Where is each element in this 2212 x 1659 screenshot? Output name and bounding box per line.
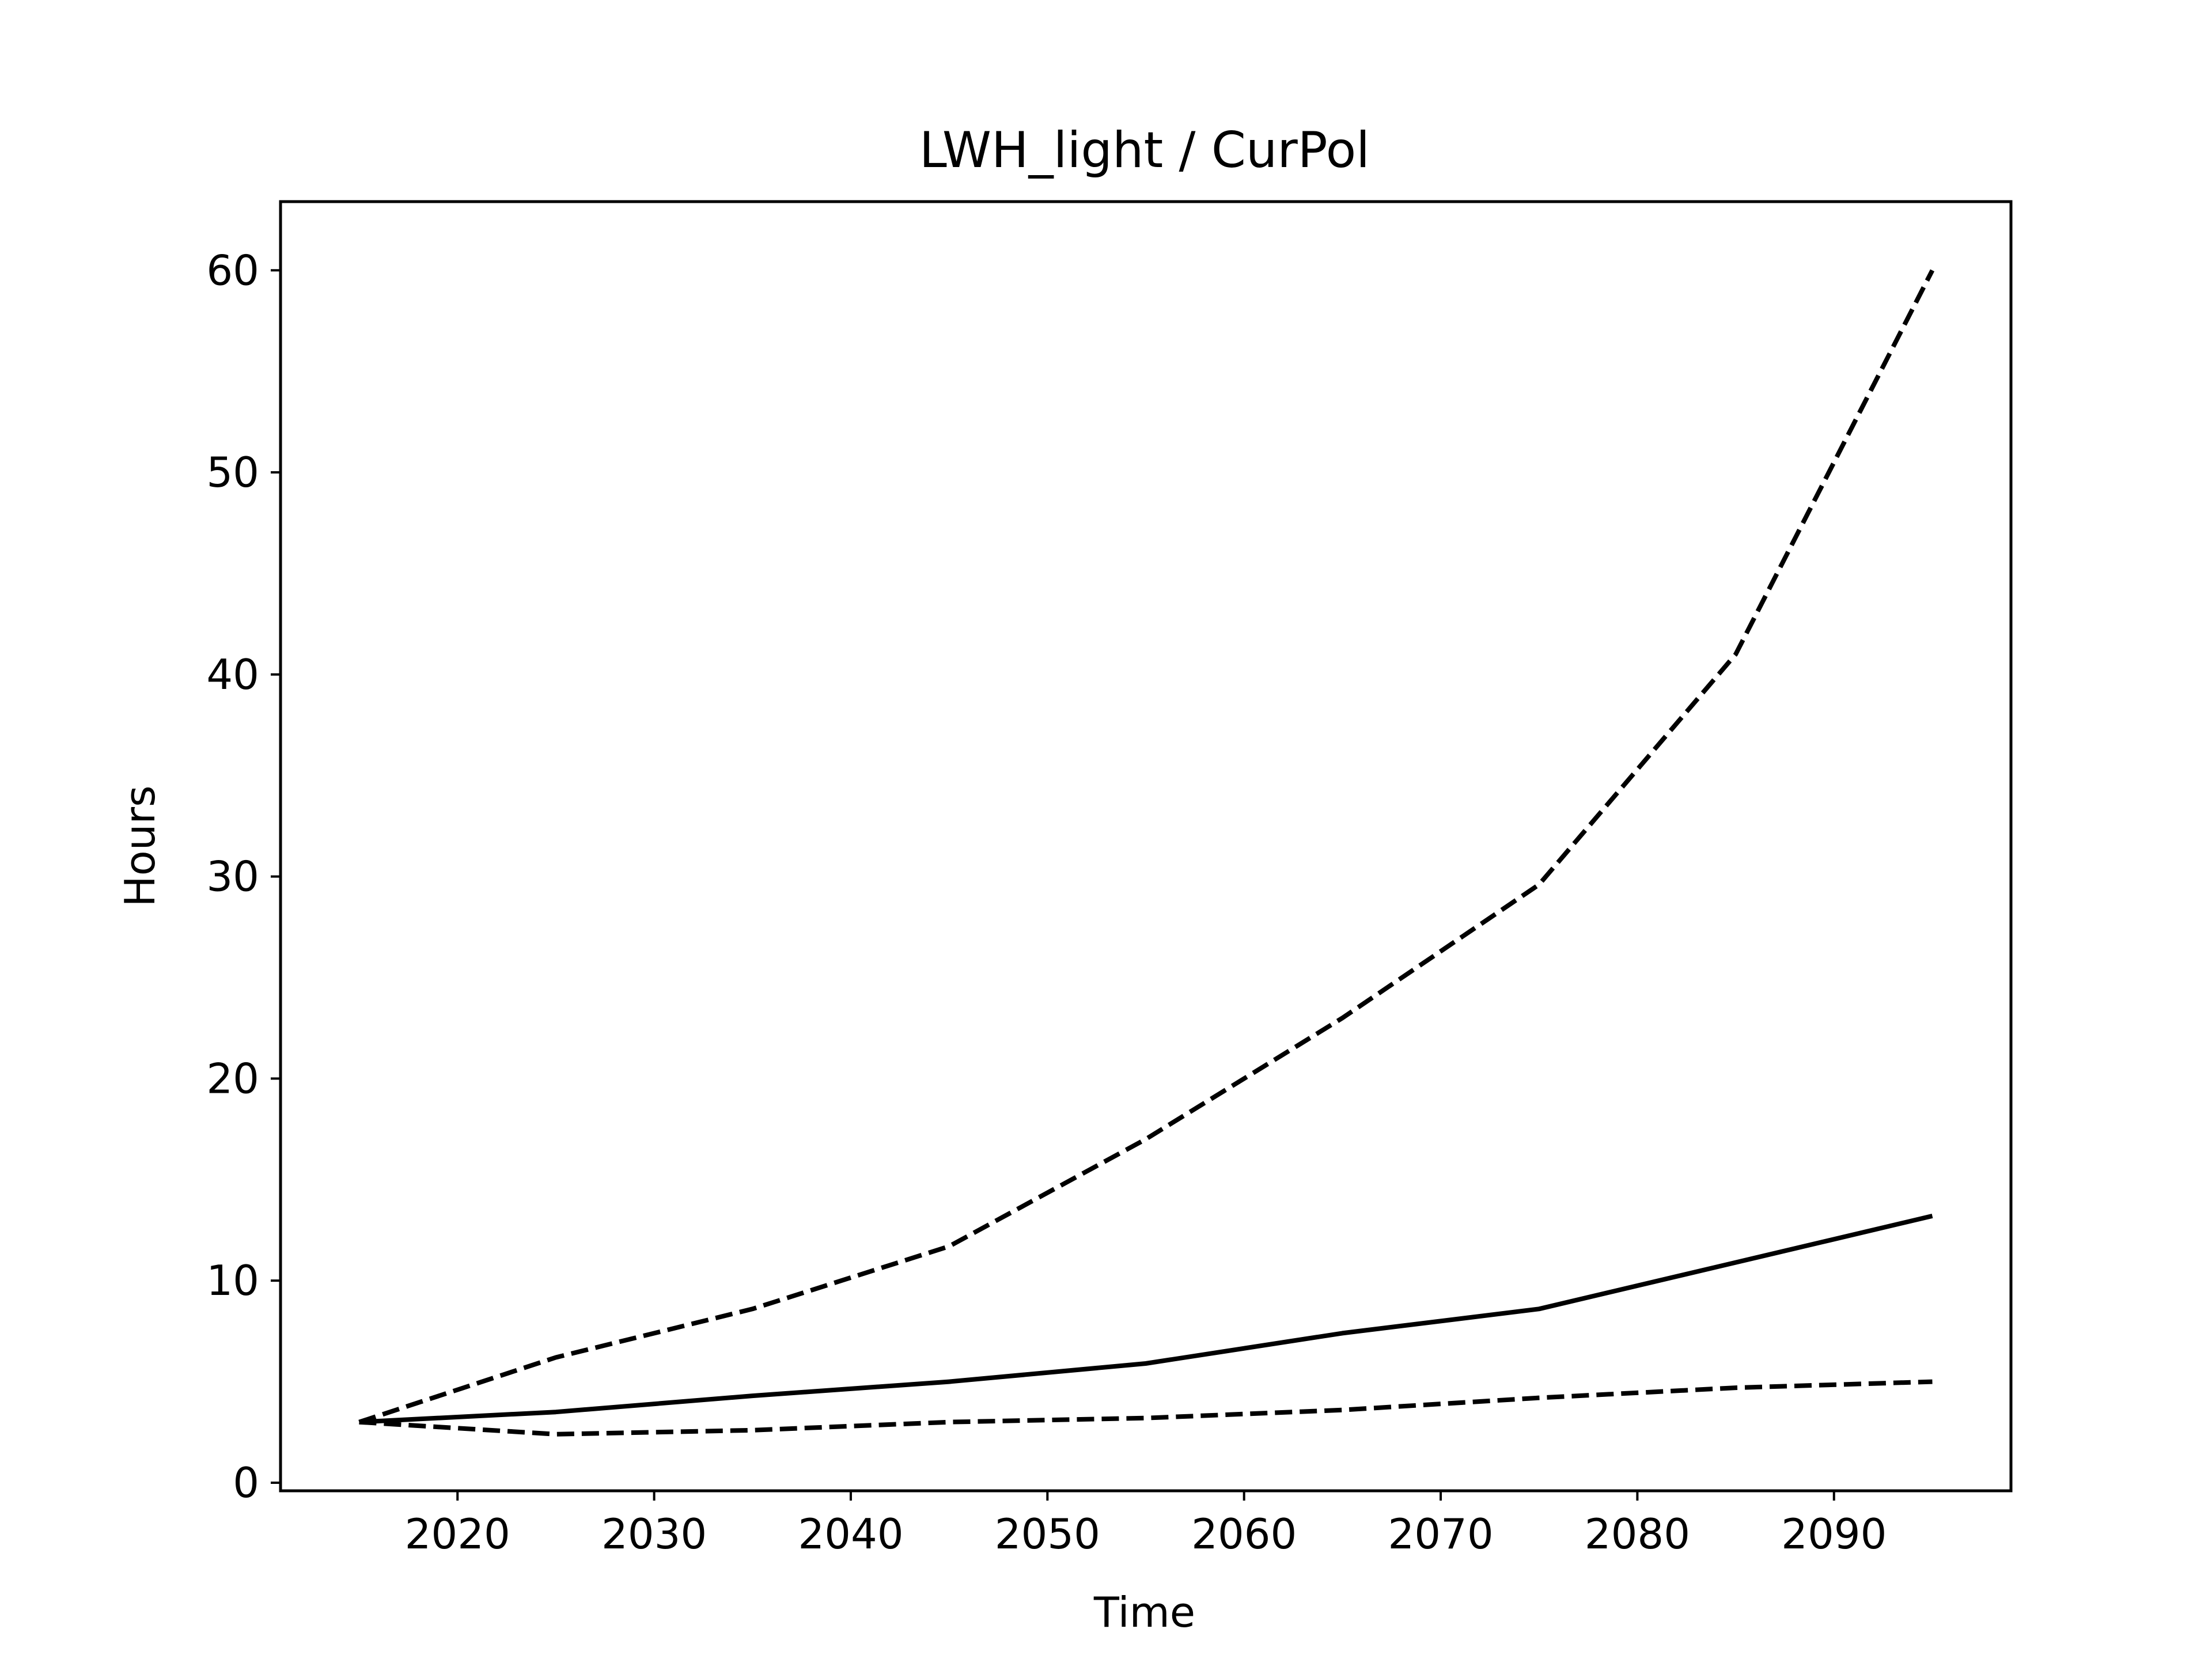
x-axis-label: Time	[1093, 1588, 1195, 1637]
x-tick-label: 2060	[1191, 1510, 1297, 1558]
x-tick-label: 2020	[405, 1510, 510, 1558]
x-tick-label: 2040	[798, 1510, 903, 1558]
x-tick-label: 2050	[995, 1510, 1100, 1558]
chart-title: LWH_light / CurPol	[919, 122, 1370, 179]
y-tick-label: 30	[206, 853, 259, 901]
y-tick-label: 50	[206, 448, 259, 497]
y-tick-label: 60	[206, 246, 259, 294]
series-line-3	[359, 1379, 1933, 1437]
plot-area-frame	[279, 200, 2013, 1493]
y-tick-label: 0	[233, 1459, 259, 1507]
series-line-1	[359, 1214, 1933, 1425]
x-tick-label: 2030	[601, 1510, 707, 1558]
series-layer	[358, 269, 1935, 1437]
series-line-2	[358, 269, 1935, 1425]
y-axis-label: Hours	[116, 786, 164, 907]
x-tick-label: 2090	[1781, 1510, 1887, 1558]
x-tick-label: 2080	[1585, 1510, 1690, 1558]
x-tick-label: 2070	[1388, 1510, 1493, 1558]
y-tick-label: 40	[206, 650, 259, 699]
x-axis-ticks: 2020 2030 2040 2050 2060 2070 2080 2090	[405, 1491, 1887, 1558]
y-tick-label: 10	[206, 1256, 259, 1305]
y-axis-ticks: 0 10 20 30 40 50 60	[206, 246, 281, 1507]
y-tick-label: 20	[206, 1054, 259, 1103]
